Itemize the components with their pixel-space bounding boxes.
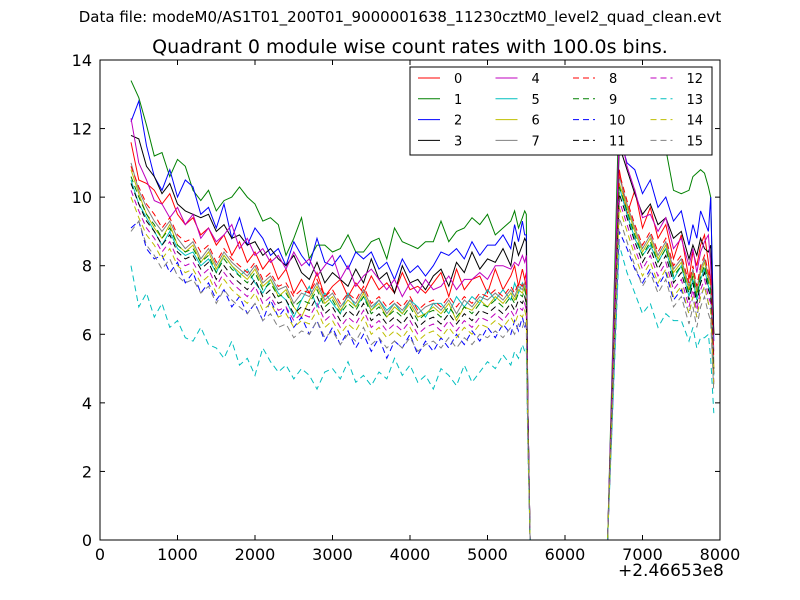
- legend-label-10: 10: [609, 114, 626, 129]
- series-line-10: [130, 220, 715, 541]
- x-tick-label: 5000: [467, 545, 508, 564]
- legend-label-1: 1: [454, 93, 462, 108]
- chart-title: Quadrant 0 module wise count rates with …: [152, 36, 668, 58]
- series-line-6: [130, 169, 715, 541]
- y-tick-label: 2: [82, 462, 92, 481]
- legend-label-12: 12: [687, 72, 704, 87]
- y-tick-label: 14: [72, 51, 92, 70]
- series-line-14: [130, 196, 715, 541]
- legend-label-11: 11: [609, 134, 626, 149]
- y-tick-label: 6: [82, 325, 92, 344]
- series-line-8: [130, 166, 715, 541]
- y-tick-label: 10: [72, 188, 92, 207]
- legend-label-7: 7: [532, 134, 540, 149]
- legend-label-3: 3: [454, 134, 462, 149]
- y-tick-label: 8: [82, 257, 92, 276]
- legend-label-8: 8: [609, 72, 617, 87]
- series-line-9: [130, 176, 715, 541]
- x-axis-offset-label: +2.46653e8: [618, 561, 724, 581]
- series-line-15: [130, 217, 715, 541]
- y-tick-label: 0: [82, 531, 92, 550]
- series-line-11: [130, 183, 715, 541]
- x-tick-label: 7000: [622, 545, 663, 564]
- series-line-4: [130, 118, 715, 541]
- figure-suptitle: Data file: modeM0/AS1T01_200T01_90000016…: [78, 8, 722, 26]
- legend-label-5: 5: [532, 93, 540, 108]
- x-tick-label: 2000: [235, 545, 276, 564]
- series-line-12: [130, 190, 715, 541]
- series-line-3: [130, 134, 715, 541]
- y-tick-label: 4: [82, 394, 92, 413]
- series-line-2: [130, 99, 715, 541]
- legend-label-2: 2: [454, 114, 462, 129]
- series-line-7: [130, 162, 715, 541]
- series-line-13: [130, 244, 715, 541]
- x-tick-label: 6000: [545, 545, 586, 564]
- x-tick-label: 1000: [157, 545, 198, 564]
- legend-label-13: 13: [687, 93, 704, 108]
- y-tick-label: 12: [72, 120, 92, 139]
- legend-label-14: 14: [687, 114, 704, 129]
- legend-label-0: 0: [454, 72, 462, 87]
- series-line-5: [130, 179, 715, 541]
- x-tick-label: 4000: [390, 545, 431, 564]
- x-tick-label: 0: [95, 545, 105, 564]
- x-tick-label: 3000: [312, 545, 353, 564]
- legend-label-15: 15: [687, 134, 704, 149]
- legend-label-6: 6: [532, 114, 540, 129]
- x-tick-label: 8000: [700, 545, 741, 564]
- legend-label-9: 9: [609, 93, 617, 108]
- legend-label-4: 4: [532, 72, 540, 87]
